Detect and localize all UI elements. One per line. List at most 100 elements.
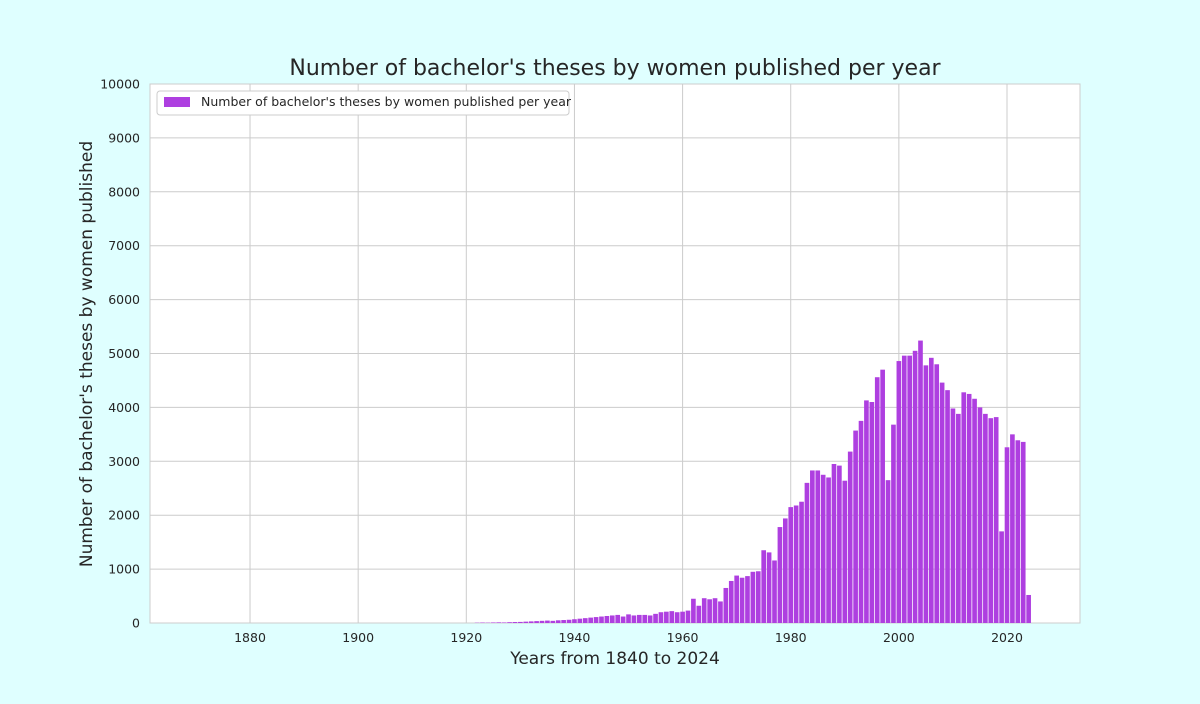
bar — [805, 483, 810, 623]
bar — [491, 622, 496, 623]
bar — [945, 390, 950, 623]
bar — [918, 341, 923, 623]
bar — [978, 407, 983, 623]
bar — [664, 612, 669, 623]
y-tick-label: 6000 — [108, 292, 140, 307]
bar — [696, 606, 701, 623]
bar — [837, 466, 842, 623]
bar — [848, 452, 853, 623]
bar — [540, 621, 545, 623]
y-tick-label: 5000 — [108, 346, 140, 361]
bar — [659, 612, 664, 623]
bar — [632, 615, 637, 623]
bar — [859, 421, 864, 623]
bar — [815, 470, 820, 623]
bar — [821, 475, 826, 623]
x-tick-label: 2020 — [991, 630, 1023, 645]
bar — [518, 622, 523, 623]
bar — [583, 618, 588, 623]
bar — [988, 418, 993, 623]
bar — [983, 414, 988, 623]
x-tick-label: 1940 — [559, 630, 591, 645]
bar — [724, 588, 729, 623]
bar — [1021, 442, 1026, 623]
legend-swatch — [164, 97, 190, 107]
bar — [707, 599, 712, 623]
y-tick-label: 10000 — [100, 77, 140, 92]
bar — [572, 619, 577, 623]
bar — [718, 601, 723, 623]
y-tick-label: 7000 — [108, 238, 140, 253]
bar — [799, 502, 804, 623]
bar — [529, 621, 534, 623]
bar — [794, 505, 799, 623]
bar — [550, 621, 555, 623]
bar — [513, 622, 518, 623]
bar — [778, 527, 783, 623]
bar — [534, 621, 539, 623]
bar — [956, 414, 961, 623]
x-tick-label: 1920 — [450, 630, 482, 645]
bar — [875, 377, 880, 623]
bar — [767, 552, 772, 623]
bar — [897, 361, 902, 623]
bar — [599, 617, 604, 623]
bar — [902, 356, 907, 623]
bar — [610, 615, 615, 623]
bar — [924, 365, 929, 623]
bar — [999, 531, 1004, 623]
bar — [853, 431, 858, 623]
x-tick-label: 1880 — [234, 630, 266, 645]
bar — [842, 481, 847, 623]
bar — [637, 615, 642, 623]
bar — [648, 615, 653, 623]
bar — [578, 619, 583, 623]
bar — [605, 616, 610, 623]
bar — [972, 399, 977, 623]
x-axis-label: Years from 1840 to 2024 — [509, 649, 720, 669]
bar — [680, 612, 685, 623]
x-tick-label: 1960 — [667, 630, 699, 645]
bar — [929, 358, 934, 623]
bar — [496, 622, 501, 623]
bar — [934, 364, 939, 623]
legend: Number of bachelor's theses by women pub… — [157, 91, 572, 115]
x-tick-label: 1900 — [342, 630, 374, 645]
bar — [940, 383, 945, 623]
y-tick-label: 3000 — [108, 454, 140, 469]
bar — [686, 611, 691, 623]
bar — [880, 370, 885, 623]
y-axis-label: Number of bachelor's theses by women pub… — [77, 141, 97, 567]
legend-label: Number of bachelor's theses by women pub… — [201, 94, 572, 109]
y-tick-label: 9000 — [108, 130, 140, 145]
bar — [621, 617, 626, 623]
x-tick-label: 2000 — [883, 630, 915, 645]
bar — [751, 572, 756, 623]
y-tick-label: 4000 — [108, 400, 140, 415]
bar — [669, 611, 674, 623]
bar — [1010, 434, 1015, 623]
bar — [788, 507, 793, 623]
bar — [907, 356, 912, 623]
bar — [626, 614, 631, 623]
bar — [772, 560, 777, 623]
bar — [761, 550, 766, 623]
bar — [567, 620, 572, 623]
y-tick-label: 8000 — [108, 184, 140, 199]
y-tick-label: 1000 — [108, 562, 140, 577]
bar — [556, 620, 561, 623]
bar — [653, 614, 658, 623]
bar — [615, 615, 620, 623]
bar — [891, 425, 896, 623]
bar — [702, 598, 707, 623]
bar — [740, 578, 745, 623]
bar — [523, 622, 528, 623]
bar — [832, 464, 837, 623]
bar — [713, 598, 718, 623]
bar — [951, 408, 956, 623]
bar — [886, 480, 891, 623]
bar — [734, 576, 739, 623]
bar — [545, 621, 550, 623]
bar — [502, 622, 507, 623]
